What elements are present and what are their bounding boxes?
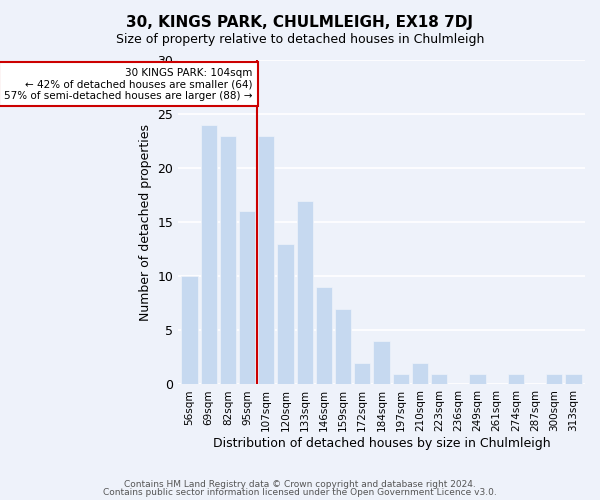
Bar: [220, 136, 236, 384]
Bar: [469, 374, 485, 384]
Bar: [181, 276, 197, 384]
Bar: [431, 374, 447, 384]
Bar: [258, 136, 274, 384]
Bar: [200, 125, 217, 384]
Bar: [373, 341, 389, 384]
Bar: [316, 287, 332, 384]
Y-axis label: Number of detached properties: Number of detached properties: [139, 124, 152, 320]
Text: Contains public sector information licensed under the Open Government Licence v3: Contains public sector information licen…: [103, 488, 497, 497]
Text: 30 KINGS PARK: 104sqm
← 42% of detached houses are smaller (64)
57% of semi-deta: 30 KINGS PARK: 104sqm ← 42% of detached …: [4, 68, 253, 101]
Bar: [565, 374, 581, 384]
Bar: [546, 374, 562, 384]
Bar: [239, 212, 255, 384]
Bar: [335, 309, 351, 384]
Bar: [277, 244, 293, 384]
Text: Contains HM Land Registry data © Crown copyright and database right 2024.: Contains HM Land Registry data © Crown c…: [124, 480, 476, 489]
Bar: [354, 363, 370, 384]
Bar: [508, 374, 524, 384]
Bar: [296, 200, 313, 384]
Bar: [392, 374, 409, 384]
Text: 30, KINGS PARK, CHULMLEIGH, EX18 7DJ: 30, KINGS PARK, CHULMLEIGH, EX18 7DJ: [127, 15, 473, 30]
X-axis label: Distribution of detached houses by size in Chulmleigh: Distribution of detached houses by size …: [212, 437, 550, 450]
Text: Size of property relative to detached houses in Chulmleigh: Size of property relative to detached ho…: [116, 32, 484, 46]
Bar: [412, 363, 428, 384]
